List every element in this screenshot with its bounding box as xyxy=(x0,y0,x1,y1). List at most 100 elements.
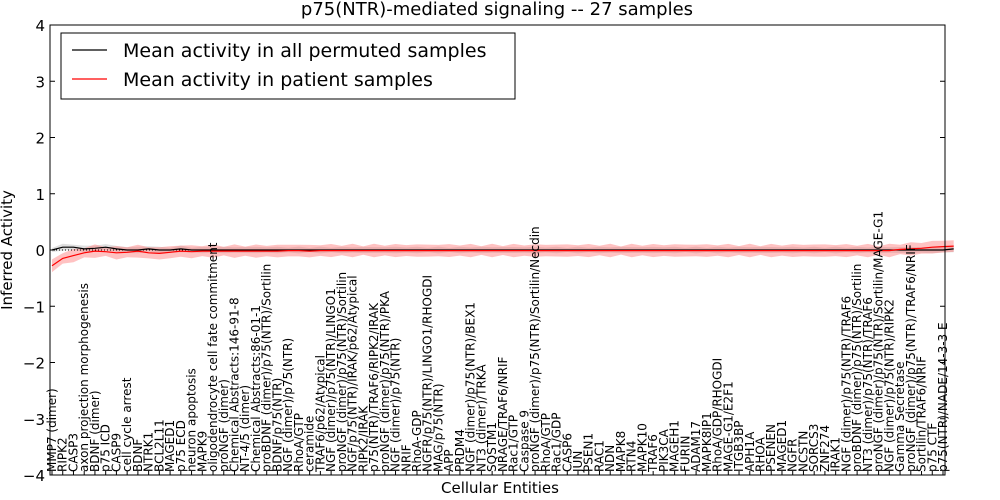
x-tick-label: p75(NTR)/NADE/14-3-3 E xyxy=(936,322,950,472)
x-tick-label: ITGB3BP xyxy=(732,420,746,472)
x-tick-label: NGF (dimer)/p75(NTR)/TRAF6 xyxy=(839,296,853,472)
x-tick-label: MAPK9 xyxy=(195,431,209,472)
x-tick-label: CASP9 xyxy=(109,433,123,472)
x-tick-label: FURIN xyxy=(678,435,692,472)
x-tick-label: neuron apoptosis xyxy=(185,368,199,472)
x-tick-label: p75 ECD xyxy=(174,420,188,472)
x-tick-label: Sortilin/TRAF6/NRIF xyxy=(915,356,929,472)
x-tick-label: RTN4 xyxy=(625,441,639,472)
x-tick-label: ADAM17 xyxy=(689,421,703,472)
x-tick-label: APP xyxy=(442,449,456,472)
x-tick-label: NGF (dimer)/p75(NTR) xyxy=(389,338,403,472)
x-tick-label: NRAGE/TRAF6/NRIF xyxy=(496,356,510,472)
legend-box xyxy=(60,32,516,100)
x-tick-label: MMP7 (dimer) xyxy=(45,388,59,472)
x-tick-label: APH1A xyxy=(743,431,757,472)
x-tick-label: JUN xyxy=(571,451,585,473)
x-tick-label: proBDNF (dimer)/p75(NTR)/Sortilin xyxy=(850,264,864,472)
x-tick-label: Rac1/GTP xyxy=(507,415,521,472)
y-axis-label: Inferred Activity xyxy=(0,190,16,310)
x-tick-label: BCL2L11 xyxy=(152,419,166,472)
x-tick-label: proNGF (dimer)/p75(NTR)/TRAF6/NRIF xyxy=(904,244,918,472)
x-tick-label: MAGED1 xyxy=(775,420,789,472)
x-tick-label: CASP6 xyxy=(560,433,574,472)
x-tick-label: p75 CTF xyxy=(925,423,939,472)
x-tick-label: proBDNF (dimer)/p75(NTR)/Sortilin xyxy=(260,264,274,472)
x-tick-label: CASP3 xyxy=(67,433,81,472)
x-tick-label: MAG/p75(NTR) xyxy=(432,383,446,472)
x-tick-label: NT3 (dimer)/p75(NTR)/TRAF6 xyxy=(861,297,875,472)
x-tick-label: NRIF xyxy=(399,444,413,472)
x-tick-label: proNGF (dimer) xyxy=(217,379,231,472)
x-tick-label: PRDM4 xyxy=(453,429,467,472)
x-tick-label: NGFR/p75(NTR)/LINGO1/RHOGDI xyxy=(421,275,435,472)
x-tick-label: proNGF (dimer)/p75(NTR)/Sortilin xyxy=(335,272,349,472)
x-tick-label: cell cycle arrest xyxy=(120,377,134,472)
x-tick-label: proNGF (dimer)/p75(NTR)/Sortilin/Necdin xyxy=(528,226,542,472)
x-tick-label: RAC1 xyxy=(593,440,607,472)
x-tick-label: RhoA/GTP xyxy=(292,413,306,472)
x-tick-label: PSENEN xyxy=(764,424,778,472)
y-axis-ticks: −4 −3 −2 −1 0 1 2 3 4 xyxy=(23,17,945,485)
x-tick-label: MAPK8IP1 xyxy=(700,412,714,472)
x-tick-label: NGF (dimer)/p75(NTR) xyxy=(281,338,295,472)
x-tick-label: IRAK1 xyxy=(829,437,843,472)
x-tick-label: TRAF6 xyxy=(646,434,660,473)
x-tick-label: Caspase 9 xyxy=(517,410,531,472)
x-tick-label: BDNF xyxy=(131,439,145,472)
x-tick-label: MAGEH1 xyxy=(668,420,682,472)
x-tick-label: NT-4/5 (dimer) xyxy=(238,385,252,472)
x-tick-label: proNGF (dimer)/p75(NTR)/Sortilin/MAGE-G1 xyxy=(872,211,886,472)
x-tick-label: Chemical Abstracts:146-91-8 xyxy=(228,297,242,472)
y-tick-label: −3 xyxy=(23,411,45,429)
x-tick-label: RhoA/GTP xyxy=(539,413,553,472)
y-tick-label: −4 xyxy=(23,467,45,485)
x-tick-label: BDNF (dimer) xyxy=(88,390,102,472)
x-tick-label: NCSTN xyxy=(796,431,810,472)
legend-label-permuted: Mean activity in all permuted samples xyxy=(123,40,486,62)
x-tick-label: RhoA-GDP xyxy=(410,410,424,472)
legend: Mean activity in all permuted samples Me… xyxy=(60,32,516,100)
x-tick-label: Rac1/GDP xyxy=(550,412,564,471)
x-tick-label: Chemical Abstracts:86-01-1 xyxy=(249,305,263,472)
x-tick-label: NTRK1 xyxy=(142,432,156,472)
x-tick-label: MAPK8 xyxy=(614,431,628,472)
x-tick-label: ceramide xyxy=(303,416,317,472)
x-tick-label: RhoA/GDP/RHOGDI xyxy=(711,358,725,472)
x-tick-label: RIPK2/IRAK xyxy=(356,405,370,472)
y-tick-label: −1 xyxy=(23,298,45,316)
x-tick-label: NGFR xyxy=(786,438,800,472)
x-tick-label: BDNF/p75(NTR) xyxy=(270,378,284,472)
x-tick-label: RHOA xyxy=(754,436,768,472)
x-axis-ticks xyxy=(51,471,944,475)
x-tick-label: p75 ICD xyxy=(99,424,113,472)
x-tick-label: SORCS3 xyxy=(807,424,821,472)
y-tick-label: 1 xyxy=(35,186,45,204)
x-axis-label: Cellular Entities xyxy=(441,479,559,497)
x-tick-label: MAGED1 xyxy=(163,420,177,472)
chart-title: p75(NTR)-mediated signaling -- 27 sample… xyxy=(301,0,693,20)
series-lines xyxy=(51,245,954,267)
x-tick-label: PIK3CA xyxy=(657,428,671,472)
x-tick-label: SQSTM1 xyxy=(485,422,499,472)
x-tick-label: NGF (dimer)/p75(NTR)/BEX1 xyxy=(464,302,478,472)
y-tick-label: 3 xyxy=(35,73,45,91)
x-tick-label: oligodendrocyte cell fate commitment xyxy=(206,242,220,472)
x-tick-label: NDN xyxy=(603,445,617,472)
y-tick-label: 2 xyxy=(35,130,45,148)
x-tick-label: NGF (dimer)/p75(NTR)/RIPK2 xyxy=(882,299,896,472)
x-tick-label: p75(NTR)/TRAF6/RIPK2/IRAK xyxy=(367,302,381,472)
y-tick-label: 4 xyxy=(35,17,45,35)
y-tick-label: −2 xyxy=(23,355,45,373)
x-tick-label: NT3 (dimer)/TRKA xyxy=(474,364,488,472)
x-tick-label: axon projection morphogenesis xyxy=(77,283,91,472)
x-tick-label: TRAF6/p62/Atypical xyxy=(313,355,327,473)
y-tick-label: 0 xyxy=(35,242,45,260)
x-tick-label: MAGE-G1/E2F1 xyxy=(721,381,735,472)
x-tick-label: NGF (dimer)/p75(NTR)/LINGO1 xyxy=(324,288,338,472)
x-tick-label: RIPK2 xyxy=(56,437,70,472)
x-tick-label: Gamma Secretase xyxy=(893,361,907,472)
x-tick-label: proNGF (dimer)/p75(NTR)/PKA xyxy=(378,290,392,472)
